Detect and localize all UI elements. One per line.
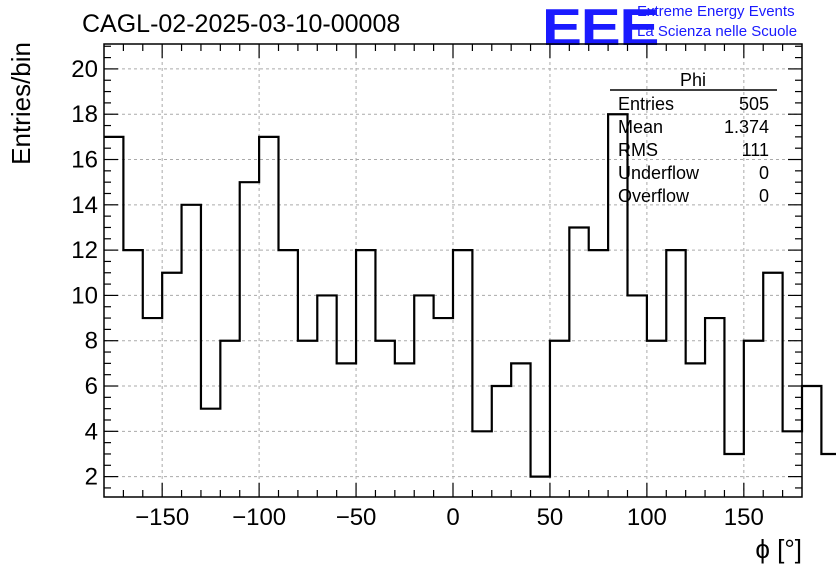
logo-subtitle-line1: Extreme Energy Events bbox=[637, 3, 795, 20]
y-tick-label: 6 bbox=[85, 373, 98, 400]
x-tick-label: 0 bbox=[446, 504, 459, 531]
chart-title: CAGL-02-2025-03-10-00008 bbox=[82, 10, 401, 38]
histogram-steps bbox=[104, 113, 836, 478]
logo-subtitle-line2: La Scienza nelle Scuole bbox=[637, 23, 798, 40]
y-tick-label: 16 bbox=[71, 147, 98, 174]
stats-value: 0 bbox=[759, 186, 769, 206]
axis-ticks bbox=[104, 44, 802, 497]
stats-label: Overflow bbox=[618, 186, 690, 206]
y-axis-label: Entries/bin bbox=[6, 42, 36, 165]
stats-value: 1.374 bbox=[724, 117, 769, 137]
stats-rows: Entries 505 Mean 1.374 RMS 111 Underflow 0 Overf… bbox=[618, 94, 769, 206]
y-tick-label: 2 bbox=[85, 464, 98, 491]
x-tick-label: 100 bbox=[627, 504, 667, 531]
stats-value: 505 bbox=[739, 94, 769, 114]
x-axis-label: ϕ [°] bbox=[755, 534, 802, 564]
y-tick-label: 18 bbox=[71, 101, 98, 128]
stats-label: Entries bbox=[618, 94, 674, 114]
stats-box: Phi Entries 505 Mean 1.374 RMS 111 Underflow 0 O… bbox=[610, 70, 777, 206]
y-tick-label: 10 bbox=[71, 282, 98, 309]
y-tick-label: 4 bbox=[85, 418, 98, 445]
y-tick-label: 8 bbox=[85, 328, 98, 355]
stats-value: 0 bbox=[759, 163, 769, 183]
x-tick-label: −150 bbox=[135, 504, 189, 531]
histogram-step-line bbox=[104, 113, 836, 478]
x-tick-label: 150 bbox=[724, 504, 764, 531]
y-tick-label: 14 bbox=[71, 192, 98, 219]
x-tick-label: −100 bbox=[232, 504, 286, 531]
stats-title: Phi bbox=[680, 70, 706, 90]
stats-label: Mean bbox=[618, 117, 663, 137]
axis-tick-labels: −150 −100 −50 0 50 100 150 2 4 6 8 10 12 14 16 18 20 bbox=[71, 56, 764, 531]
eee-logo: EEE bbox=[542, 0, 659, 57]
y-tick-label: 12 bbox=[71, 237, 98, 264]
y-tick-label: 20 bbox=[71, 56, 98, 83]
x-tick-label: 50 bbox=[537, 504, 564, 531]
x-tick-label: −50 bbox=[336, 504, 377, 531]
stats-value: 111 bbox=[742, 140, 769, 160]
stats-label: Underflow bbox=[618, 163, 700, 183]
stats-label: RMS bbox=[618, 140, 658, 160]
